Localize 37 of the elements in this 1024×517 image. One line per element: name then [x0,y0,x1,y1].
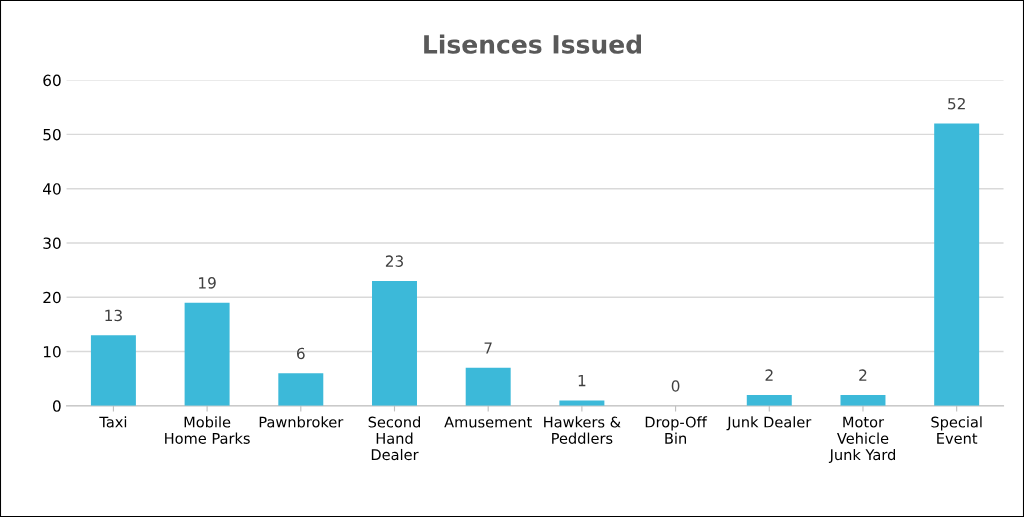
data-label: 6 [297,347,305,360]
data-label: 23 [385,255,403,267]
bar [840,394,886,406]
x-tick-label: Special Event [931,416,982,444]
data-label: 0 [671,380,680,392]
bar [934,123,980,406]
bar [559,400,605,406]
y-tick-label: 60 [43,74,61,87]
y-tick-label: 40 [43,183,61,195]
bar [184,302,230,406]
data-label: 19 [199,277,216,289]
y-tick-label: 30 [43,237,61,250]
x-tick-label: Amusement [444,416,532,428]
bar [372,280,417,406]
bar [746,394,792,406]
chart-title: Lisences Issued [424,34,641,54]
bar [90,335,136,406]
x-tick-label: Motor Vehicle Junk Yard [828,416,895,463]
data-label: 52 [948,97,965,110]
x-tick-label: Junk Dealer [726,416,812,431]
x-tick-label: Hawkers & Peddlers [544,416,621,444]
data-label: 7 [484,342,492,354]
x-tick-label: Second Hand Dealer [368,416,420,461]
y-tick-label: 10 [43,346,61,358]
y-tick-label: 0 [52,400,61,412]
bar [278,373,324,406]
bar [465,367,511,406]
x-tick-label: Pawnbroker [259,416,344,428]
x-tick-label: Drop-Off Bin [645,416,708,444]
data-label: 2 [765,369,773,381]
y-tick-label: 20 [43,291,61,304]
x-tick-label: Taxi [99,416,127,428]
y-tick-label: 50 [43,128,61,141]
data-label: 2 [859,369,867,381]
data-label: 13 [105,309,122,322]
data-label: 1 [578,374,586,387]
x-tick-label: Mobile Home Parks [165,416,250,444]
